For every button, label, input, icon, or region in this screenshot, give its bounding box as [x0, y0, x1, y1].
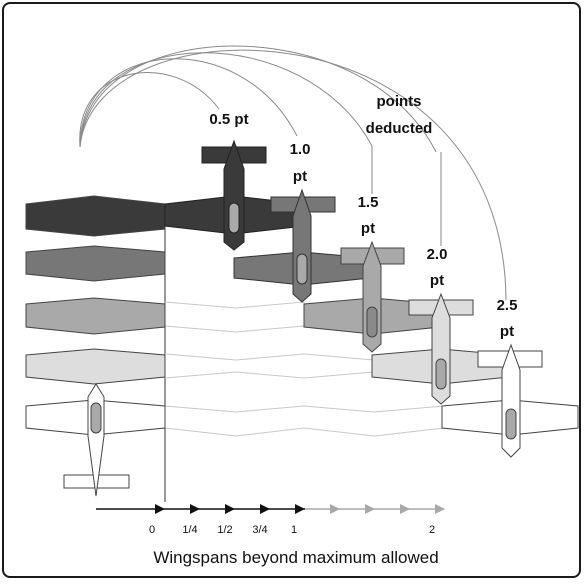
tick-1-4: 1/4: [182, 524, 197, 536]
wingspan-axis: [96, 504, 445, 514]
points-deducted-line1: points: [377, 93, 422, 110]
axis-caption: Wingspans beyond maximum allowed: [153, 548, 438, 567]
arc-2-5: [79, 49, 507, 301]
legal-wings-stack: [25, 195, 166, 385]
wing-stack-3: [25, 297, 166, 335]
tick-2: 2: [429, 524, 435, 536]
points-deducted-line2: deducted: [366, 120, 433, 137]
arc-1-5: [79, 52, 373, 148]
label-0-5-pt: 0.5 pt: [209, 111, 248, 128]
tick-0: 0: [149, 524, 155, 536]
label-2-0-unit: pt: [430, 272, 444, 289]
arc-1-0: [79, 58, 298, 148]
tick-3-4: 3/4: [252, 524, 267, 536]
wingspan-diagram: 0.5 pt 1.0 pt 1.5 pt 2.0 pt 2.5 pt point…: [25, 45, 579, 567]
arc-0-5: [79, 72, 220, 148]
label-2-0-value: 2.0: [427, 246, 448, 263]
airplane-1-0: [233, 188, 371, 303]
wing-stack-4: [25, 348, 166, 385]
airplane-2-5: [441, 343, 579, 458]
label-1-0-unit: pt: [293, 168, 307, 185]
wing-stack-1: [25, 195, 166, 237]
airplane-0-5: [164, 139, 305, 251]
reference-airplane: [25, 383, 166, 497]
tick-1-2: 1/2: [217, 524, 232, 536]
label-1-5-value: 1.5: [358, 194, 379, 211]
tick-1: 1: [291, 524, 297, 536]
wing-stack-2: [25, 245, 166, 282]
label-1-0-value: 1.0: [290, 141, 311, 158]
airplane-2-0: [371, 292, 510, 405]
airplane-1-5: [303, 240, 441, 353]
diagram-frame: 0.5 pt 1.0 pt 1.5 pt 2.0 pt 2.5 pt point…: [2, 2, 581, 578]
label-1-5-unit: pt: [361, 220, 375, 237]
connector-arcs: [79, 45, 507, 301]
label-2-5-value: 2.5: [497, 297, 518, 314]
label-2-5-unit: pt: [500, 323, 514, 340]
arc-2-0: [79, 45, 437, 153]
